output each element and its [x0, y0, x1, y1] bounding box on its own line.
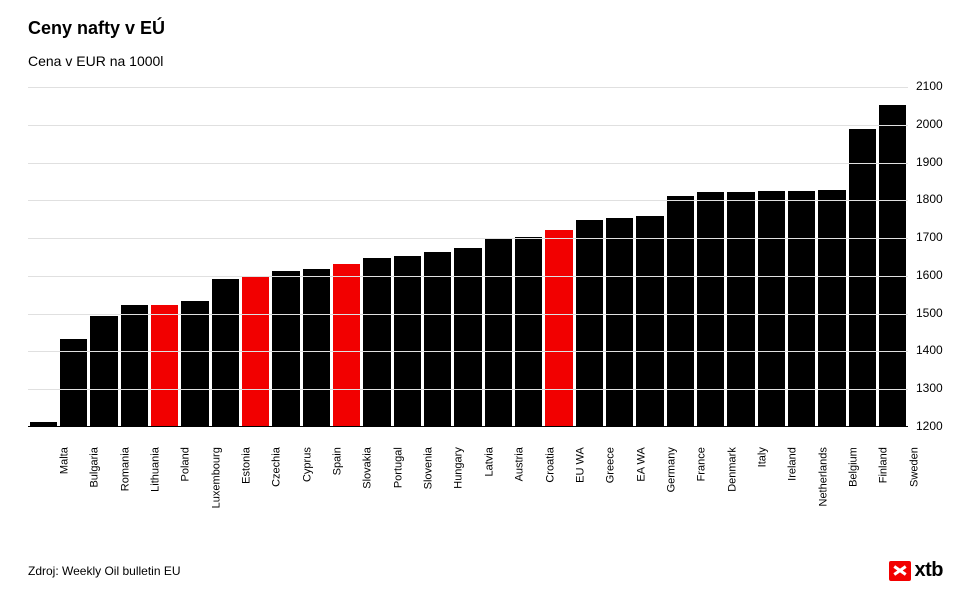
bar	[576, 220, 603, 426]
y-tick-label: 1500	[916, 306, 943, 320]
bar	[333, 264, 360, 426]
source-caption: Zdroj: Weekly Oil bulletin EU	[28, 564, 181, 578]
bar	[363, 258, 390, 426]
bar	[272, 271, 299, 426]
bar	[30, 422, 57, 426]
chart-area: MaltaBulgariaRomaniaLithuaniaPolandLuxem…	[28, 87, 948, 487]
chart-title: Ceny nafty v EÚ	[28, 18, 965, 39]
bar	[121, 305, 148, 426]
bar	[606, 218, 633, 426]
bar	[788, 191, 815, 426]
bar	[727, 192, 754, 426]
xtb-logo-icon	[889, 561, 911, 581]
bar	[545, 230, 572, 426]
gridline	[28, 389, 908, 390]
bar	[181, 301, 208, 426]
bar	[151, 305, 178, 426]
y-tick-label: 1300	[916, 381, 943, 395]
bar	[424, 252, 451, 426]
bar-group	[28, 86, 908, 426]
bar	[667, 196, 694, 426]
bar	[697, 192, 724, 426]
gridline	[28, 351, 908, 352]
gridline	[28, 125, 908, 126]
gridline	[28, 314, 908, 315]
bar	[879, 105, 906, 426]
y-tick-label: 1600	[916, 268, 943, 282]
bar	[485, 239, 512, 426]
bar	[849, 129, 876, 426]
y-tick-label: 2000	[916, 117, 943, 131]
gridline	[28, 87, 908, 88]
y-tick-label: 1800	[916, 192, 943, 206]
y-tick-label: 1700	[916, 230, 943, 244]
bar	[758, 191, 785, 426]
plot-region	[28, 87, 908, 427]
chart-subtitle: Cena v EUR na 1000l	[28, 53, 965, 69]
xtb-logo-text: xtb	[915, 559, 944, 582]
y-tick-label: 1400	[916, 343, 943, 357]
gridline	[28, 200, 908, 201]
bar	[394, 256, 421, 426]
y-tick-label: 2100	[916, 79, 943, 93]
gridline	[28, 276, 908, 277]
y-tick-label: 1900	[916, 155, 943, 169]
y-tick-label: 1200	[916, 419, 943, 433]
chart-container: Ceny nafty v EÚ Cena v EUR na 1000l Malt…	[0, 0, 975, 596]
bar	[515, 237, 542, 426]
bar	[90, 316, 117, 426]
bar	[636, 216, 663, 426]
bar	[818, 190, 845, 426]
brand-logo: xtb	[889, 559, 944, 582]
gridline	[28, 238, 908, 239]
gridline	[28, 163, 908, 164]
bar	[303, 269, 330, 426]
